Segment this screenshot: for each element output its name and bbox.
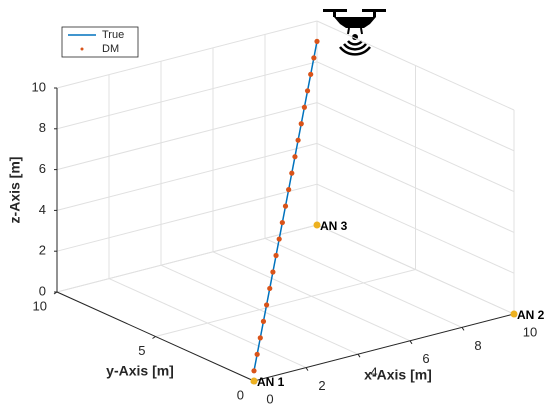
x-tick bbox=[357, 353, 361, 358]
x-tick-label: 4 bbox=[370, 365, 377, 380]
grid-line bbox=[56, 183, 318, 252]
grid-line bbox=[56, 61, 318, 130]
x-axis-label: x-Axis [m] bbox=[364, 367, 432, 383]
grid-line bbox=[316, 61, 515, 152]
series-dot bbox=[292, 154, 298, 160]
z-tick-label: 8 bbox=[39, 120, 46, 135]
y-tick-label: 10 bbox=[33, 298, 47, 313]
x-tick bbox=[409, 340, 413, 345]
x-tick-label: 10 bbox=[523, 324, 537, 339]
grid-line bbox=[316, 102, 515, 193]
y-tick-label: 0 bbox=[237, 387, 244, 402]
series-dot bbox=[260, 318, 267, 324]
y-tick-label: 5 bbox=[138, 343, 145, 358]
series-dot bbox=[304, 88, 311, 94]
grid-line bbox=[56, 20, 318, 89]
legend-box bbox=[61, 26, 139, 58]
series-dot bbox=[251, 368, 257, 374]
z-tick-label: 6 bbox=[39, 161, 46, 176]
grid-line bbox=[56, 224, 318, 293]
y-axis-label: y-Axis [m] bbox=[106, 363, 174, 379]
z-tick-label: 2 bbox=[39, 243, 46, 258]
grid bbox=[56, 20, 515, 382]
legend-swatch bbox=[80, 47, 84, 51]
anchor-node bbox=[313, 221, 321, 229]
series-dot bbox=[270, 269, 276, 275]
anchor-node bbox=[510, 310, 518, 318]
z-tick-label: 10 bbox=[32, 79, 46, 94]
grid-line bbox=[316, 20, 515, 111]
series-dot bbox=[257, 335, 263, 341]
series-dot bbox=[301, 104, 307, 110]
x-tick-label: 0 bbox=[266, 391, 273, 406]
x-tick bbox=[305, 367, 309, 371]
series-dot bbox=[314, 38, 320, 45]
z-tick-label: 0 bbox=[39, 283, 46, 298]
series-dot bbox=[279, 219, 285, 226]
grid-line bbox=[56, 102, 318, 171]
x-tick-label: 2 bbox=[318, 378, 325, 393]
series-dot bbox=[295, 137, 301, 143]
series-dot bbox=[254, 351, 260, 357]
grid-line bbox=[155, 269, 416, 337]
drone-icon bbox=[323, 9, 386, 56]
anchor-label: AN 2 bbox=[517, 308, 545, 322]
series-dot bbox=[311, 55, 317, 61]
series-dot bbox=[286, 187, 292, 193]
z-tick-label: 4 bbox=[39, 202, 46, 217]
anchor-label: AN 3 bbox=[320, 219, 348, 233]
series-dot bbox=[267, 285, 273, 292]
x-axis-line bbox=[253, 313, 515, 382]
series-dot bbox=[282, 203, 289, 209]
x-tick-label: 6 bbox=[422, 351, 429, 366]
y-tick bbox=[152, 336, 156, 339]
series-dot bbox=[289, 170, 295, 176]
series-dot bbox=[273, 252, 279, 259]
x-tick bbox=[461, 327, 465, 331]
x-tick-label: 8 bbox=[474, 338, 481, 353]
series-dot bbox=[308, 71, 314, 77]
grid-line bbox=[56, 142, 318, 211]
z-axis-label: z-Axis [m] bbox=[7, 157, 23, 224]
legend-label: True bbox=[102, 29, 124, 41]
anchor-label: AN 1 bbox=[257, 375, 285, 389]
legend-label: DM bbox=[102, 43, 119, 55]
grid-line bbox=[316, 224, 515, 315]
series-dot bbox=[264, 302, 270, 308]
grid-line bbox=[316, 183, 515, 274]
anchor-node bbox=[250, 377, 258, 385]
series-dot bbox=[276, 236, 282, 242]
series-dot bbox=[298, 121, 304, 127]
grid-line bbox=[316, 142, 515, 233]
legend: True DM bbox=[61, 26, 139, 58]
